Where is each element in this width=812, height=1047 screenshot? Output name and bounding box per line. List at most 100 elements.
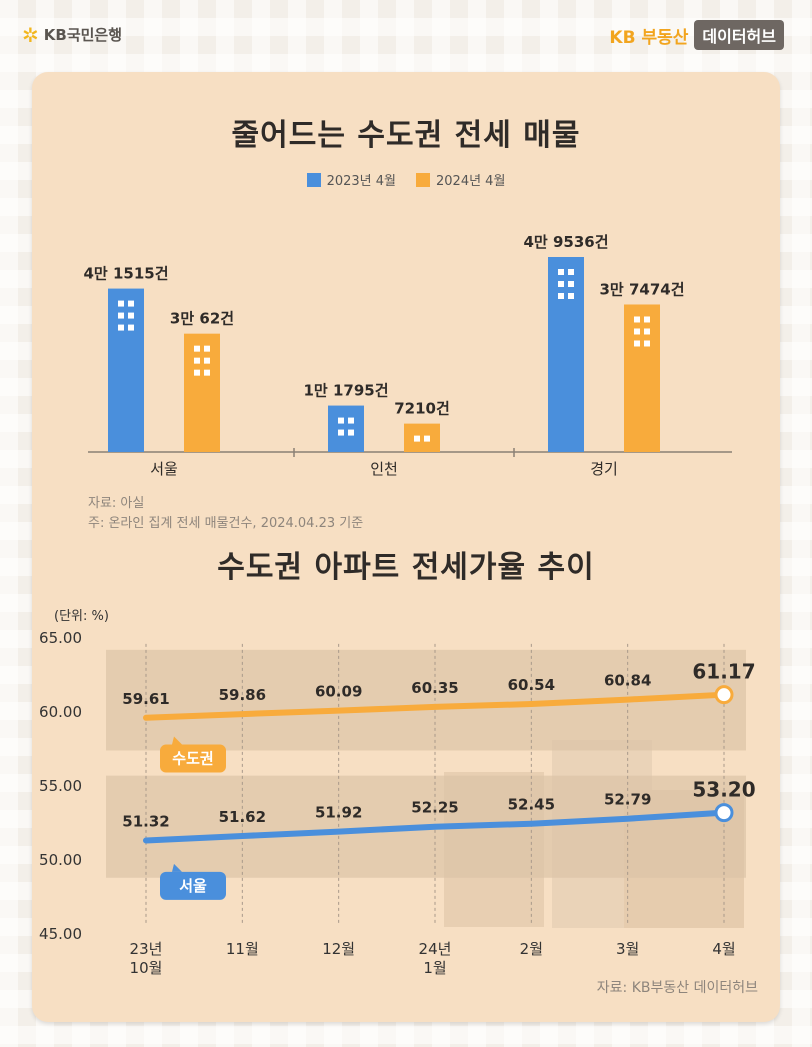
bar-1-1-window (424, 435, 430, 442)
line-data-label: 61.17 (692, 660, 755, 684)
bar-data-label: 4만 9536건 (523, 233, 608, 251)
x-tick-label: 4월 (712, 940, 735, 958)
series-tag-pointer (172, 736, 182, 745)
series-tag-서울: 서울 (160, 863, 226, 900)
bar-인천-1 (404, 423, 440, 452)
x-tick-label: 23년 (130, 940, 163, 958)
x-tick-label: 3월 (616, 940, 639, 958)
bar-1-0-window (338, 429, 344, 436)
line-data-label: 51.92 (315, 804, 362, 822)
line-end-marker (714, 685, 734, 705)
line-data-label: 52.79 (604, 791, 651, 809)
bar-category-label: 인천 (370, 460, 398, 478)
legend-item-2024: 2024년 4월 (416, 170, 505, 189)
bar-data-label: 1만 1795건 (303, 382, 388, 400)
x-tick-label: 12월 (322, 940, 355, 958)
unit-label: (단위: %) (54, 609, 109, 624)
line-서울 (143, 809, 727, 844)
x-tick-label: 10월 (130, 959, 163, 977)
y-tick-label: 50.00 (39, 851, 82, 869)
bar-2-0-window (558, 281, 564, 287)
line-data-label: 51.32 (122, 812, 169, 830)
legend-swatch-blue (306, 172, 321, 187)
legend-swatch-orange (416, 172, 430, 187)
bar-2-0-window (568, 293, 574, 299)
line-수도권 (143, 691, 727, 721)
hub-tag: 데이터허브 (694, 20, 784, 50)
line-data-label: 60.35 (411, 679, 458, 697)
y-tick-label: 55.00 (39, 777, 82, 795)
line-end-marker (714, 803, 734, 823)
legend-label-2024: 2024년 4월 (436, 174, 506, 189)
y-tick-label: 65.00 (39, 629, 82, 647)
bar-data-label: 7210건 (394, 400, 450, 418)
legend-item-2023: 2023년 4월 (306, 170, 396, 189)
x-tick-label: 11월 (226, 940, 259, 958)
bar-1-0-window (338, 417, 344, 424)
bar-category-label: 경기 (590, 460, 618, 478)
line-data-label: 59.86 (219, 686, 266, 704)
bar-data-label: 3만 62건 (170, 310, 234, 328)
bar-2-0-window (568, 281, 574, 287)
infographic-card: 4만 1515건 3만 62건 서울 1만 1795건 7210건 인천 4만 9536건 3… (32, 72, 780, 1022)
series-tag-수도권: 수도권 (160, 736, 226, 773)
bar-2-1-window (644, 340, 650, 347)
bar-0-1-window (194, 345, 200, 352)
bar-source: 자료: 아실 (88, 496, 145, 511)
line-data-label: 51.62 (219, 808, 266, 826)
series-tag-box (160, 744, 226, 773)
kb-bank-logo: ✲ KB국민은행 (22, 24, 122, 45)
bar-0-0-window (128, 324, 134, 331)
bar-2-1-window (634, 316, 640, 323)
bar-2-1-window (644, 328, 650, 335)
line-data-label: 52.25 (411, 799, 458, 817)
bar-1-0-window (348, 417, 354, 424)
bar-인천-0 (328, 405, 364, 452)
series-tag-label: 수도권 (172, 750, 213, 768)
bar-data-label: 3만 7474건 (599, 280, 684, 298)
bar-0-0-window (128, 312, 134, 319)
x-tick-label: 24년 (419, 940, 452, 958)
x-tick-label: 2월 (520, 940, 543, 958)
bar-0-0-window (118, 300, 124, 307)
bar-category-label: 서울 (150, 460, 178, 478)
bar-1-1-window (414, 435, 420, 442)
series-tag-box (160, 871, 226, 900)
line-data-label: 60.09 (315, 683, 362, 701)
line-source: 자료: KB부동산 데이터허브 (596, 980, 758, 996)
y-tick-label: 45.00 (39, 925, 82, 943)
line-data-label: 60.54 (508, 676, 555, 694)
legend-label-2023: 2023년 4월 (326, 174, 396, 189)
line-chart-title: 수도권 아파트 전세가율 추이 (217, 550, 595, 585)
bar-chart-title: 줄어드는 수도권 전세 매물 (231, 118, 581, 153)
line-data-label: 53.20 (692, 778, 755, 802)
bar-경기-0 (548, 257, 584, 452)
bar-1-0-window (348, 429, 354, 436)
kb-bank-logo-text: KB국민은행 (43, 26, 123, 44)
bar-2-0-window (558, 269, 564, 275)
top-bar: ✲ KB국민은행 KB 부동산 데이터허브 (0, 0, 812, 64)
bar-0-0-window (118, 324, 124, 331)
bar-0-1-window (204, 357, 210, 364)
bar-0-0-window (128, 300, 134, 307)
line-data-label: 60.84 (604, 672, 651, 690)
bar-서울-0 (108, 288, 144, 452)
bar-0-1-window (204, 369, 210, 376)
bar-2-0-window (568, 269, 574, 275)
bar-2-0-window (558, 293, 564, 299)
bar-legend: 2023년 4월 2024년 4월 (32, 170, 780, 189)
bar-2-1-window (634, 340, 640, 347)
bar-0-1-window (194, 357, 200, 364)
y-tick-label: 60.00 (39, 703, 82, 721)
hub-brand: KB 부동산 (609, 27, 689, 48)
bar-note: 주: 온라인 집계 전세 매물건수, 2024.04.23 기준 (88, 516, 364, 531)
bar-2-1-window (644, 316, 650, 323)
x-tick-label: 1월 (423, 959, 446, 977)
bar-0-1-window (204, 345, 210, 352)
bar-2-1-window (634, 328, 640, 335)
line-data-label: 52.45 (508, 796, 555, 814)
data-hub-logo: KB 부동산 데이터허브 (609, 20, 784, 50)
bar-경기-1 (624, 304, 660, 452)
series-tag-label: 서울 (179, 877, 207, 895)
